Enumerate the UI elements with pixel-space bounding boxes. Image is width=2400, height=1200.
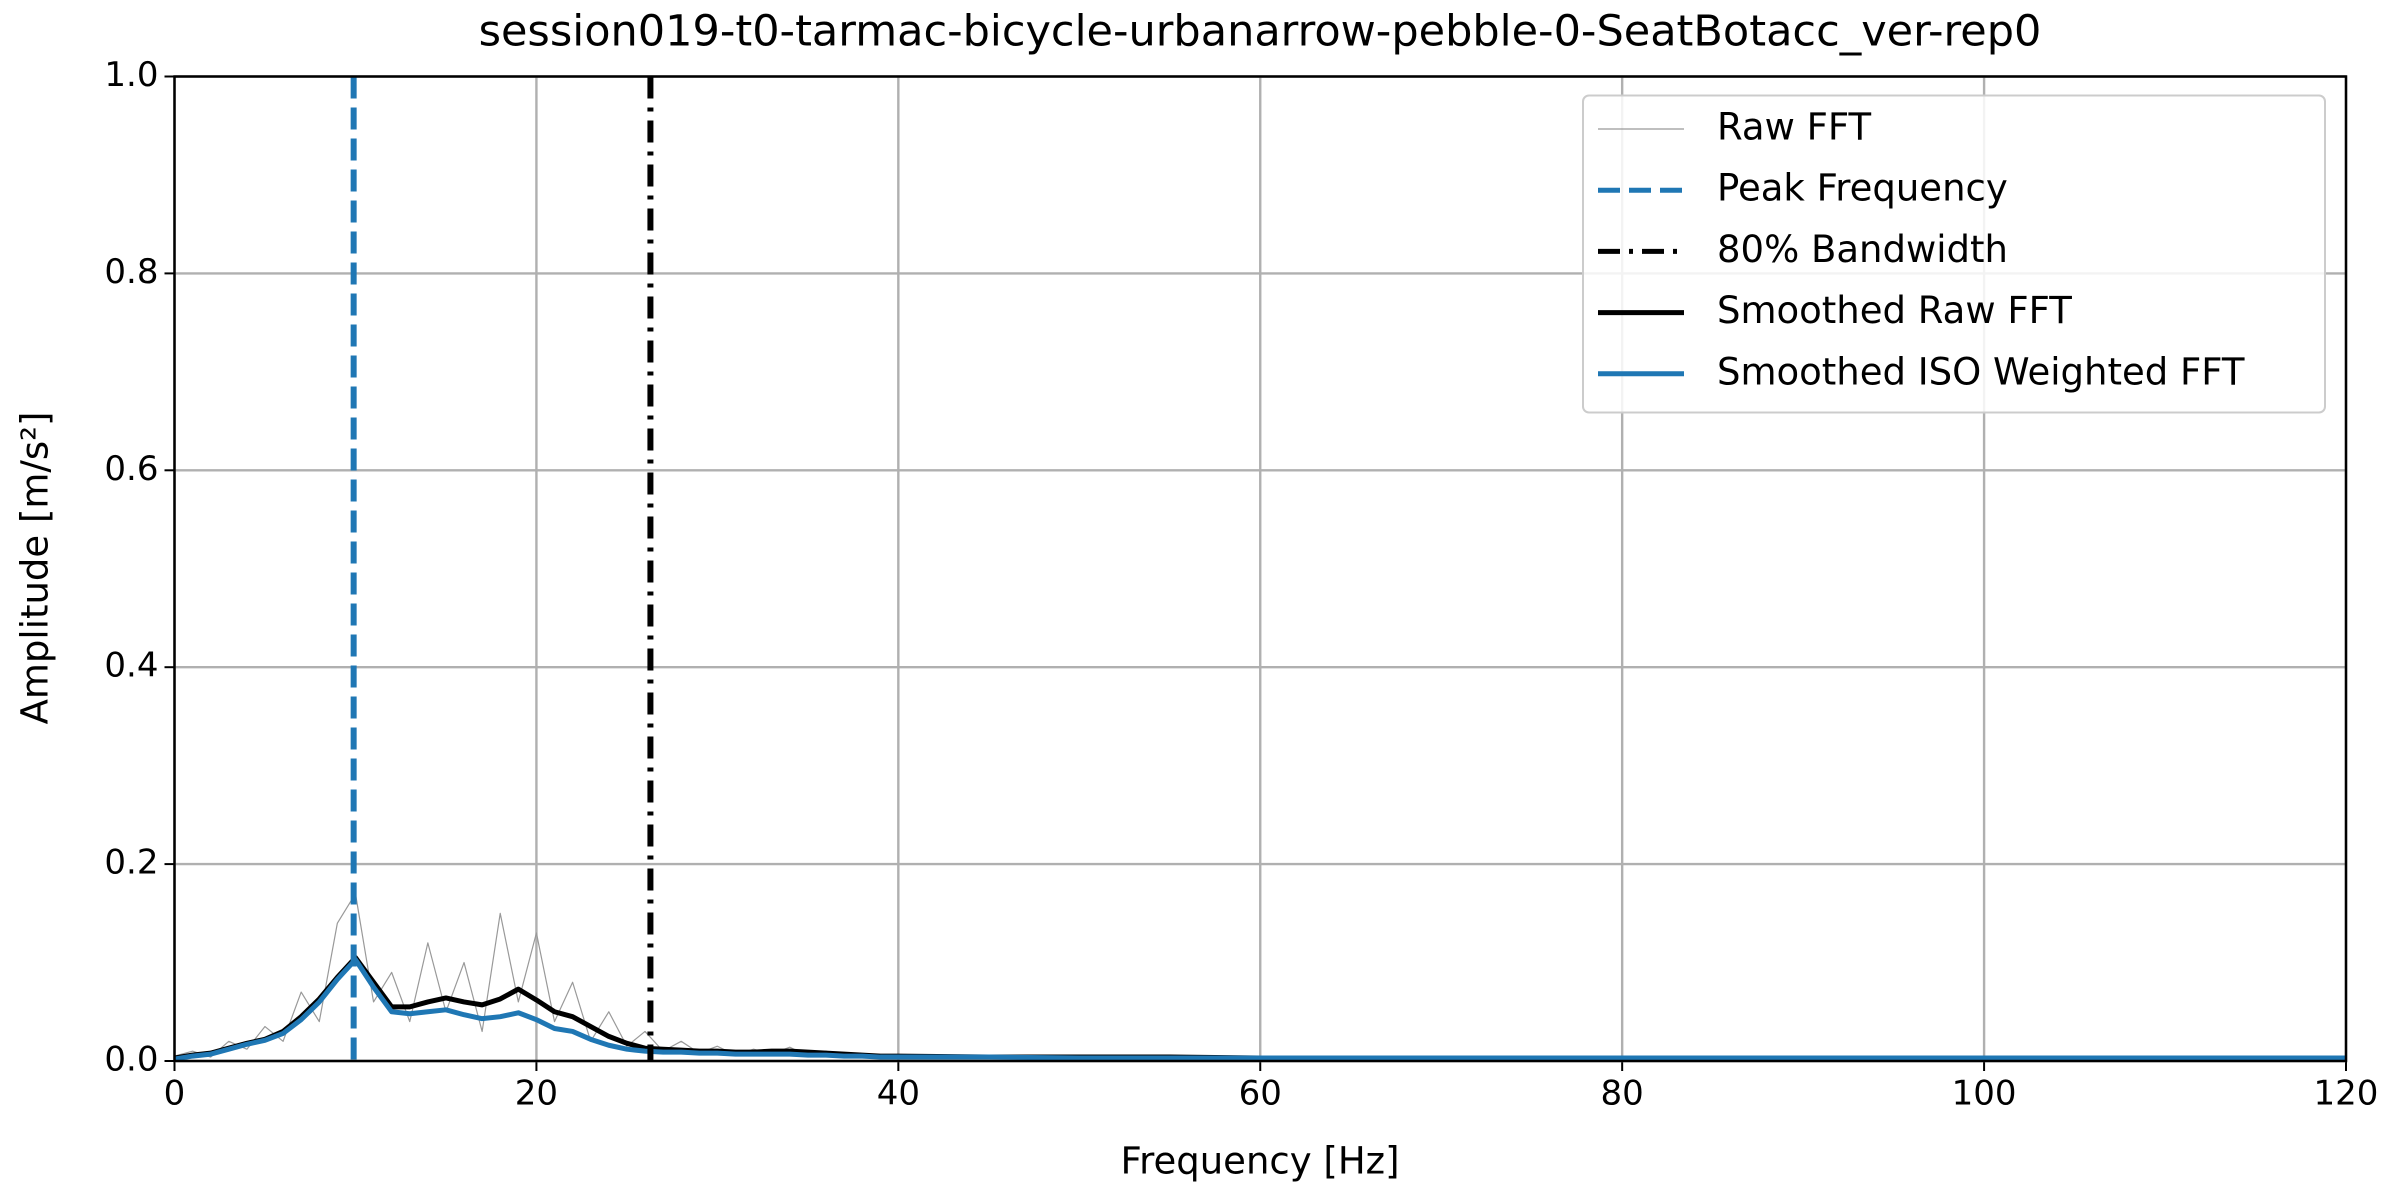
y-axis-label: Amplitude [m/s²] <box>14 412 57 725</box>
x-tick-label: 120 <box>2314 1074 2379 1114</box>
x-tick-label: 80 <box>1601 1074 1644 1114</box>
x-tick-label: 60 <box>1239 1074 1282 1114</box>
series-line <box>174 957 2346 1062</box>
y-tick-label: 1.0 <box>104 55 158 95</box>
x-axis-label: Frequency [Hz] <box>1120 1140 1399 1183</box>
y-tick-label: 0.4 <box>104 646 158 686</box>
y-tick-label: 0.8 <box>104 252 158 292</box>
plot-area <box>174 76 2346 1062</box>
legend-label: 80% Bandwidth <box>1717 228 2008 271</box>
axes-frame <box>173 75 2348 1063</box>
y-tick-label: 0.6 <box>104 449 158 489</box>
chart-title: session019-t0-tarmac-bicycle-urbanarrow-… <box>479 7 2042 57</box>
y-tick-label: 0.0 <box>104 1040 158 1080</box>
legend: Raw FFT Peak Frequency 80% Bandwidth Smooth… <box>1582 94 2326 414</box>
x-tick-label: 40 <box>877 1074 920 1114</box>
legend-label: Smoothed Raw FFT <box>1717 289 2072 332</box>
legend-label: Smoothed ISO Weighted FFT <box>1717 350 2245 393</box>
y-tick-label: 0.2 <box>104 843 158 883</box>
x-tick-label: 20 <box>515 1074 558 1114</box>
legend-box <box>1582 94 2326 414</box>
x-tick-label: 100 <box>1952 1074 2017 1114</box>
x-tick-label: 0 <box>164 1074 186 1114</box>
legend-label: Peak Frequency <box>1717 167 2008 210</box>
legend-label: Raw FFT <box>1717 106 1872 149</box>
